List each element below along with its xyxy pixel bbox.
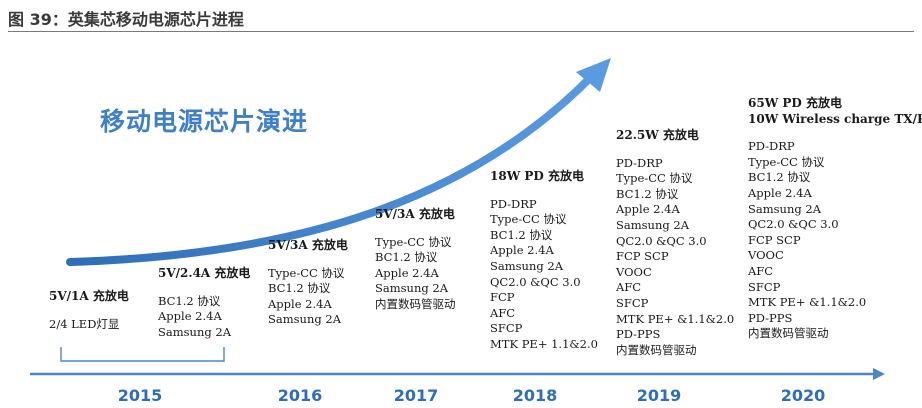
bracket-2015 bbox=[60, 347, 225, 362]
spec-item: BC1.2 协议 bbox=[748, 170, 811, 185]
spec-item: Samsung 2A bbox=[268, 312, 341, 327]
growth-arrow-head bbox=[576, 58, 611, 92]
spec-heading: 5V/1A 充放电 bbox=[49, 289, 129, 303]
spec-item: 内置数码管驱动 bbox=[375, 296, 456, 311]
title-rule bbox=[8, 31, 914, 32]
spec-item: PD-DRP bbox=[490, 196, 537, 211]
spec-heading: 65W PD 充放电 bbox=[748, 96, 842, 110]
spec-item: Type-CC 协议 bbox=[375, 234, 452, 249]
year-label-2018: 2018 bbox=[512, 386, 558, 405]
spec-column-2: 5V/3A 充放电 Type-CC 协议 BC1.2 协议 Apple 2.4A Sam… bbox=[268, 238, 348, 328]
spec-item: BC1.2 协议 bbox=[375, 250, 438, 265]
year-label-2016: 2016 bbox=[277, 386, 323, 405]
spec-item: Samsung 2A bbox=[748, 201, 821, 216]
spec-item: PD-DRP bbox=[748, 139, 795, 154]
spec-item: Samsung 2A bbox=[158, 324, 231, 339]
spec-item: PD-PPS bbox=[616, 327, 661, 342]
spec-item: PD-DRP bbox=[616, 155, 663, 170]
spec-item: BC1.2 协议 bbox=[268, 281, 331, 296]
spec-item: 内置数码管驱动 bbox=[616, 342, 697, 357]
spec-item: Type-CC 协议 bbox=[748, 154, 825, 169]
spec-item: Apple 2.4A bbox=[490, 243, 554, 258]
year-label-2020: 2020 bbox=[780, 386, 826, 405]
spec-item: Apple 2.4A bbox=[375, 265, 439, 280]
spec-item: SFCP bbox=[616, 295, 649, 310]
spec-heading: 5V/3A 充放电 bbox=[268, 238, 348, 252]
spec-item: SFCP bbox=[490, 321, 523, 336]
spec-item: VOOC bbox=[616, 264, 652, 279]
spec-item: FCP bbox=[490, 290, 515, 305]
spec-item: Type-CC 协议 bbox=[268, 265, 345, 280]
spacer bbox=[375, 223, 456, 235]
spec-item: SFCP bbox=[748, 279, 781, 294]
spec-item: QC2.0 &QC 3.0 bbox=[748, 217, 839, 232]
spec-item: AFC bbox=[616, 280, 642, 295]
spacer bbox=[616, 144, 734, 156]
banner-title: 移动电源芯片演进 bbox=[100, 107, 309, 136]
spec-column-3: 5V/3A 充放电 Type-CC 协议 BC1.2 协议 Apple 2.4A Sam… bbox=[375, 207, 456, 313]
timeline-axis-arrowhead bbox=[873, 368, 885, 380]
spacer bbox=[490, 185, 598, 197]
spec-item: Samsung 2A bbox=[490, 258, 563, 273]
spec-heading: 5V/3A 充放电 bbox=[375, 207, 455, 221]
spec-item: 内置数码管驱动 bbox=[748, 326, 829, 341]
spec-item: Samsung 2A bbox=[616, 217, 689, 232]
spec-column-0: 5V/1A 充放电 2/4 LED灯显 bbox=[49, 289, 129, 332]
spec-column-1: 5V/2.4A 充放电 BC1.2 协议 Apple 2.4A Samsung 2A bbox=[158, 266, 250, 340]
spec-item: Samsung 2A bbox=[375, 281, 448, 296]
spec-column-6: 65W PD 充放电 10W Wireless charge TX/RX PD-DR… bbox=[748, 96, 922, 342]
spacer bbox=[268, 254, 348, 266]
figure-title: 图 39：英集芯移动电源芯片进程 bbox=[8, 10, 244, 29]
spec-item: PD-PPS bbox=[748, 310, 793, 325]
spec-item: Type-CC 协议 bbox=[616, 171, 693, 186]
spec-item: QC2.0 &QC 3.0 bbox=[616, 233, 707, 248]
spacer bbox=[748, 127, 922, 139]
spec-item: BC1.2 协议 bbox=[158, 293, 221, 308]
spec-column-5: 22.5W 充放电 PD-DRP Type-CC 协议 BC1.2 协议 Apple 2… bbox=[616, 128, 734, 358]
spec-item: MTK PE+ &1.1&2.0 bbox=[748, 295, 867, 310]
spec-heading: 22.5W 充放电 bbox=[616, 128, 699, 142]
spec-item: FCP SCP bbox=[616, 249, 669, 264]
spec-heading: 10W Wireless charge TX/RX bbox=[748, 111, 922, 126]
spec-item: Type-CC 协议 bbox=[490, 212, 567, 227]
year-label-2019: 2019 bbox=[636, 386, 682, 405]
spec-item: BC1.2 协议 bbox=[490, 227, 553, 242]
spacer bbox=[158, 282, 250, 294]
year-label-2017: 2017 bbox=[393, 386, 439, 405]
spec-item: MTK PE+ &1.1&2.0 bbox=[616, 311, 735, 326]
spacer bbox=[49, 305, 129, 317]
spec-item: VOOC bbox=[748, 248, 784, 263]
spec-item: Apple 2.4A bbox=[268, 296, 332, 311]
spec-heading: 5V/2.4A 充放电 bbox=[158, 266, 251, 280]
spec-column-4: 18W PD 充放电 PD-DRP Type-CC 协议 BC1.2 协议 Apple … bbox=[490, 169, 598, 353]
spec-item: 2/4 LED灯显 bbox=[49, 316, 120, 331]
spec-item: AFC bbox=[748, 263, 774, 278]
spec-item: AFC bbox=[490, 305, 516, 320]
growth-arrow-curve bbox=[66, 72, 596, 266]
spec-item: BC1.2 协议 bbox=[616, 186, 679, 201]
spec-item: Apple 2.4A bbox=[158, 309, 222, 324]
spec-item: FCP SCP bbox=[748, 232, 801, 247]
spec-item: Apple 2.4A bbox=[748, 185, 812, 200]
spec-item: MTK PE+ 1.1&2.0 bbox=[490, 336, 598, 351]
spec-item: Apple 2.4A bbox=[616, 202, 680, 217]
spec-heading: 18W PD 充放电 bbox=[490, 169, 584, 183]
spec-item: QC2.0 &QC 3.0 bbox=[490, 274, 581, 289]
year-label-2015: 2015 bbox=[117, 386, 163, 405]
